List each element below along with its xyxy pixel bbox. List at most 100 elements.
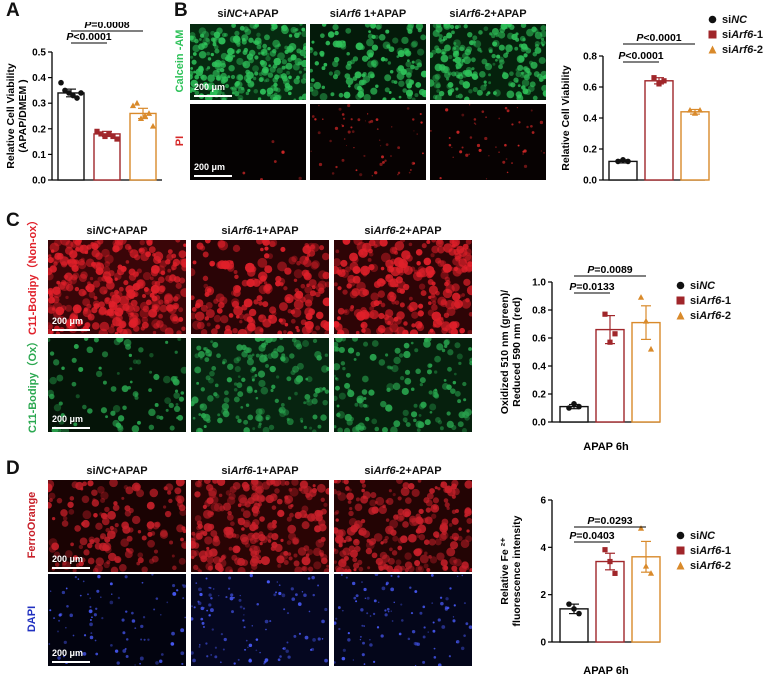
column-header-2: siArf6-1+APAP (221, 465, 299, 477)
scale-label: 200 μm (194, 162, 226, 172)
micrograph-c-r1c1: 200 μm (48, 240, 186, 334)
p-value-label: P<0.0001 (66, 31, 111, 43)
y-tick-label: 0.0 (583, 176, 597, 187)
data-point (625, 158, 631, 165)
y-tick-label: 2 (540, 590, 546, 601)
data-point (696, 106, 704, 113)
data-point (149, 122, 157, 129)
bar-sinc (57, 92, 85, 181)
chart-a: 0.0 0.1 0.2 0.3 0.4 0.5 Relative Cell Viabilit… (5, 22, 162, 187)
bar-siarf6-1 (595, 560, 625, 643)
chart-b: 0.0 0.2 0.4 0.6 0.8 Relative Cell Viability P<… (560, 32, 710, 187)
p-value-label: P<0.0001 (636, 32, 681, 44)
bar-sinc (608, 160, 638, 181)
y-tick-label: 0.6 (583, 83, 597, 94)
data-point (576, 403, 582, 410)
micrograph-d-r1c1: 200 μm (48, 480, 186, 572)
y-axis-label: fluorescence intensity (511, 515, 523, 626)
scale-label: 200 μm (52, 554, 84, 564)
panel-letter-a: A (6, 0, 20, 21)
data-point (58, 79, 64, 86)
y-tick-label: 1.0 (532, 278, 546, 289)
data-point (70, 92, 76, 99)
bar-siarf6-1 (595, 328, 625, 423)
y-tick-label: 0.8 (532, 306, 546, 317)
y-tick-label: 6 (540, 496, 546, 507)
column-header-1: siNC+APAP (86, 225, 148, 237)
data-point (129, 102, 137, 109)
data-point (615, 158, 621, 165)
data-point (571, 606, 577, 612)
row-label-1: C11-Bodipy（Non-ox） (27, 214, 39, 335)
scale-bar (52, 329, 90, 331)
data-point (110, 133, 116, 140)
data-point (607, 339, 613, 345)
data-point (74, 95, 80, 101)
data-point (137, 115, 145, 121)
row-label-1: Calcein -AM (174, 29, 186, 93)
micrograph-b-r2c3 (430, 104, 546, 180)
legend-item: siNC (676, 278, 731, 293)
micrograph-b-r1c3 (430, 24, 546, 100)
legend-text: siArf6-1 (690, 544, 731, 557)
data-point (637, 294, 645, 300)
bar-siarf6-1 (644, 80, 674, 181)
p-value-label: P=0.0133 (569, 281, 614, 293)
micrograph-c-r1c2 (191, 240, 329, 334)
data-point (642, 317, 650, 324)
y-tick-label: 4 (540, 543, 546, 554)
data-point (145, 110, 153, 116)
legend-text: siArf6-1 (690, 294, 731, 307)
column-header-3: siArf6-2+APAP (449, 8, 527, 20)
legend-marker (708, 30, 717, 39)
data-point (566, 405, 572, 411)
data-point (647, 345, 655, 352)
data-point (642, 562, 650, 569)
micrograph-c-r2c1: 200 μm (48, 338, 186, 432)
y-axis-label: (APAP/DMEM ) (17, 79, 29, 152)
p-value-label: P=0.0293 (587, 515, 632, 527)
data-point (62, 87, 68, 94)
legend-marker (676, 311, 685, 320)
y-tick-label: 0.1 (32, 150, 46, 161)
legend-item: siArf6-2 (676, 308, 731, 323)
row-label-2: DAPI (26, 605, 38, 633)
panel-letter-b: B (174, 0, 188, 21)
y-tick-label: 0.5 (32, 48, 46, 59)
scale-label: 200 μm (194, 82, 226, 92)
data-point (691, 110, 699, 116)
p-value-label: P<0.0001 (618, 50, 663, 62)
legend-text: siArf6-2 (690, 309, 731, 322)
data-point (98, 131, 104, 137)
data-point (576, 610, 582, 617)
data-point (612, 331, 618, 337)
micrograph-d-r1c2 (191, 480, 329, 572)
legend-text: siNC (690, 279, 716, 292)
legend-text: siNC (722, 13, 748, 26)
scale-bar (194, 95, 232, 97)
panel-letter-c: C (6, 210, 20, 231)
column-header-2: siArf6 1+APAP (329, 8, 407, 20)
data-point (612, 570, 618, 576)
data-point (647, 570, 655, 576)
micrograph-d-r2c1: 200 μm (48, 574, 186, 666)
micrograph-b-r2c2 (310, 104, 426, 180)
data-point (661, 78, 667, 84)
data-point (620, 157, 626, 163)
bar-siarf6-2 (129, 112, 157, 181)
x-axis-label: APAP 6h (583, 441, 629, 453)
legend-text: siArf6-2 (722, 43, 763, 56)
micrograph-c-r2c2 (191, 338, 329, 432)
chart-c: 0.0 0.2 0.4 0.6 0.8 1.0 Oxidized 510 nm (green… (499, 264, 661, 453)
data-point (607, 558, 613, 565)
scale-label: 200 μm (52, 414, 84, 424)
legend-item: siArf6-1 (676, 543, 731, 558)
legend-text: siNC (690, 529, 716, 542)
y-tick-label: 0.3 (32, 99, 46, 110)
data-point (571, 401, 577, 407)
bar-siarf6-2 (680, 111, 710, 181)
row-label-2: PI (174, 135, 186, 147)
data-point (602, 311, 608, 317)
scale-label: 200 μm (52, 648, 84, 658)
data-point (133, 99, 141, 106)
